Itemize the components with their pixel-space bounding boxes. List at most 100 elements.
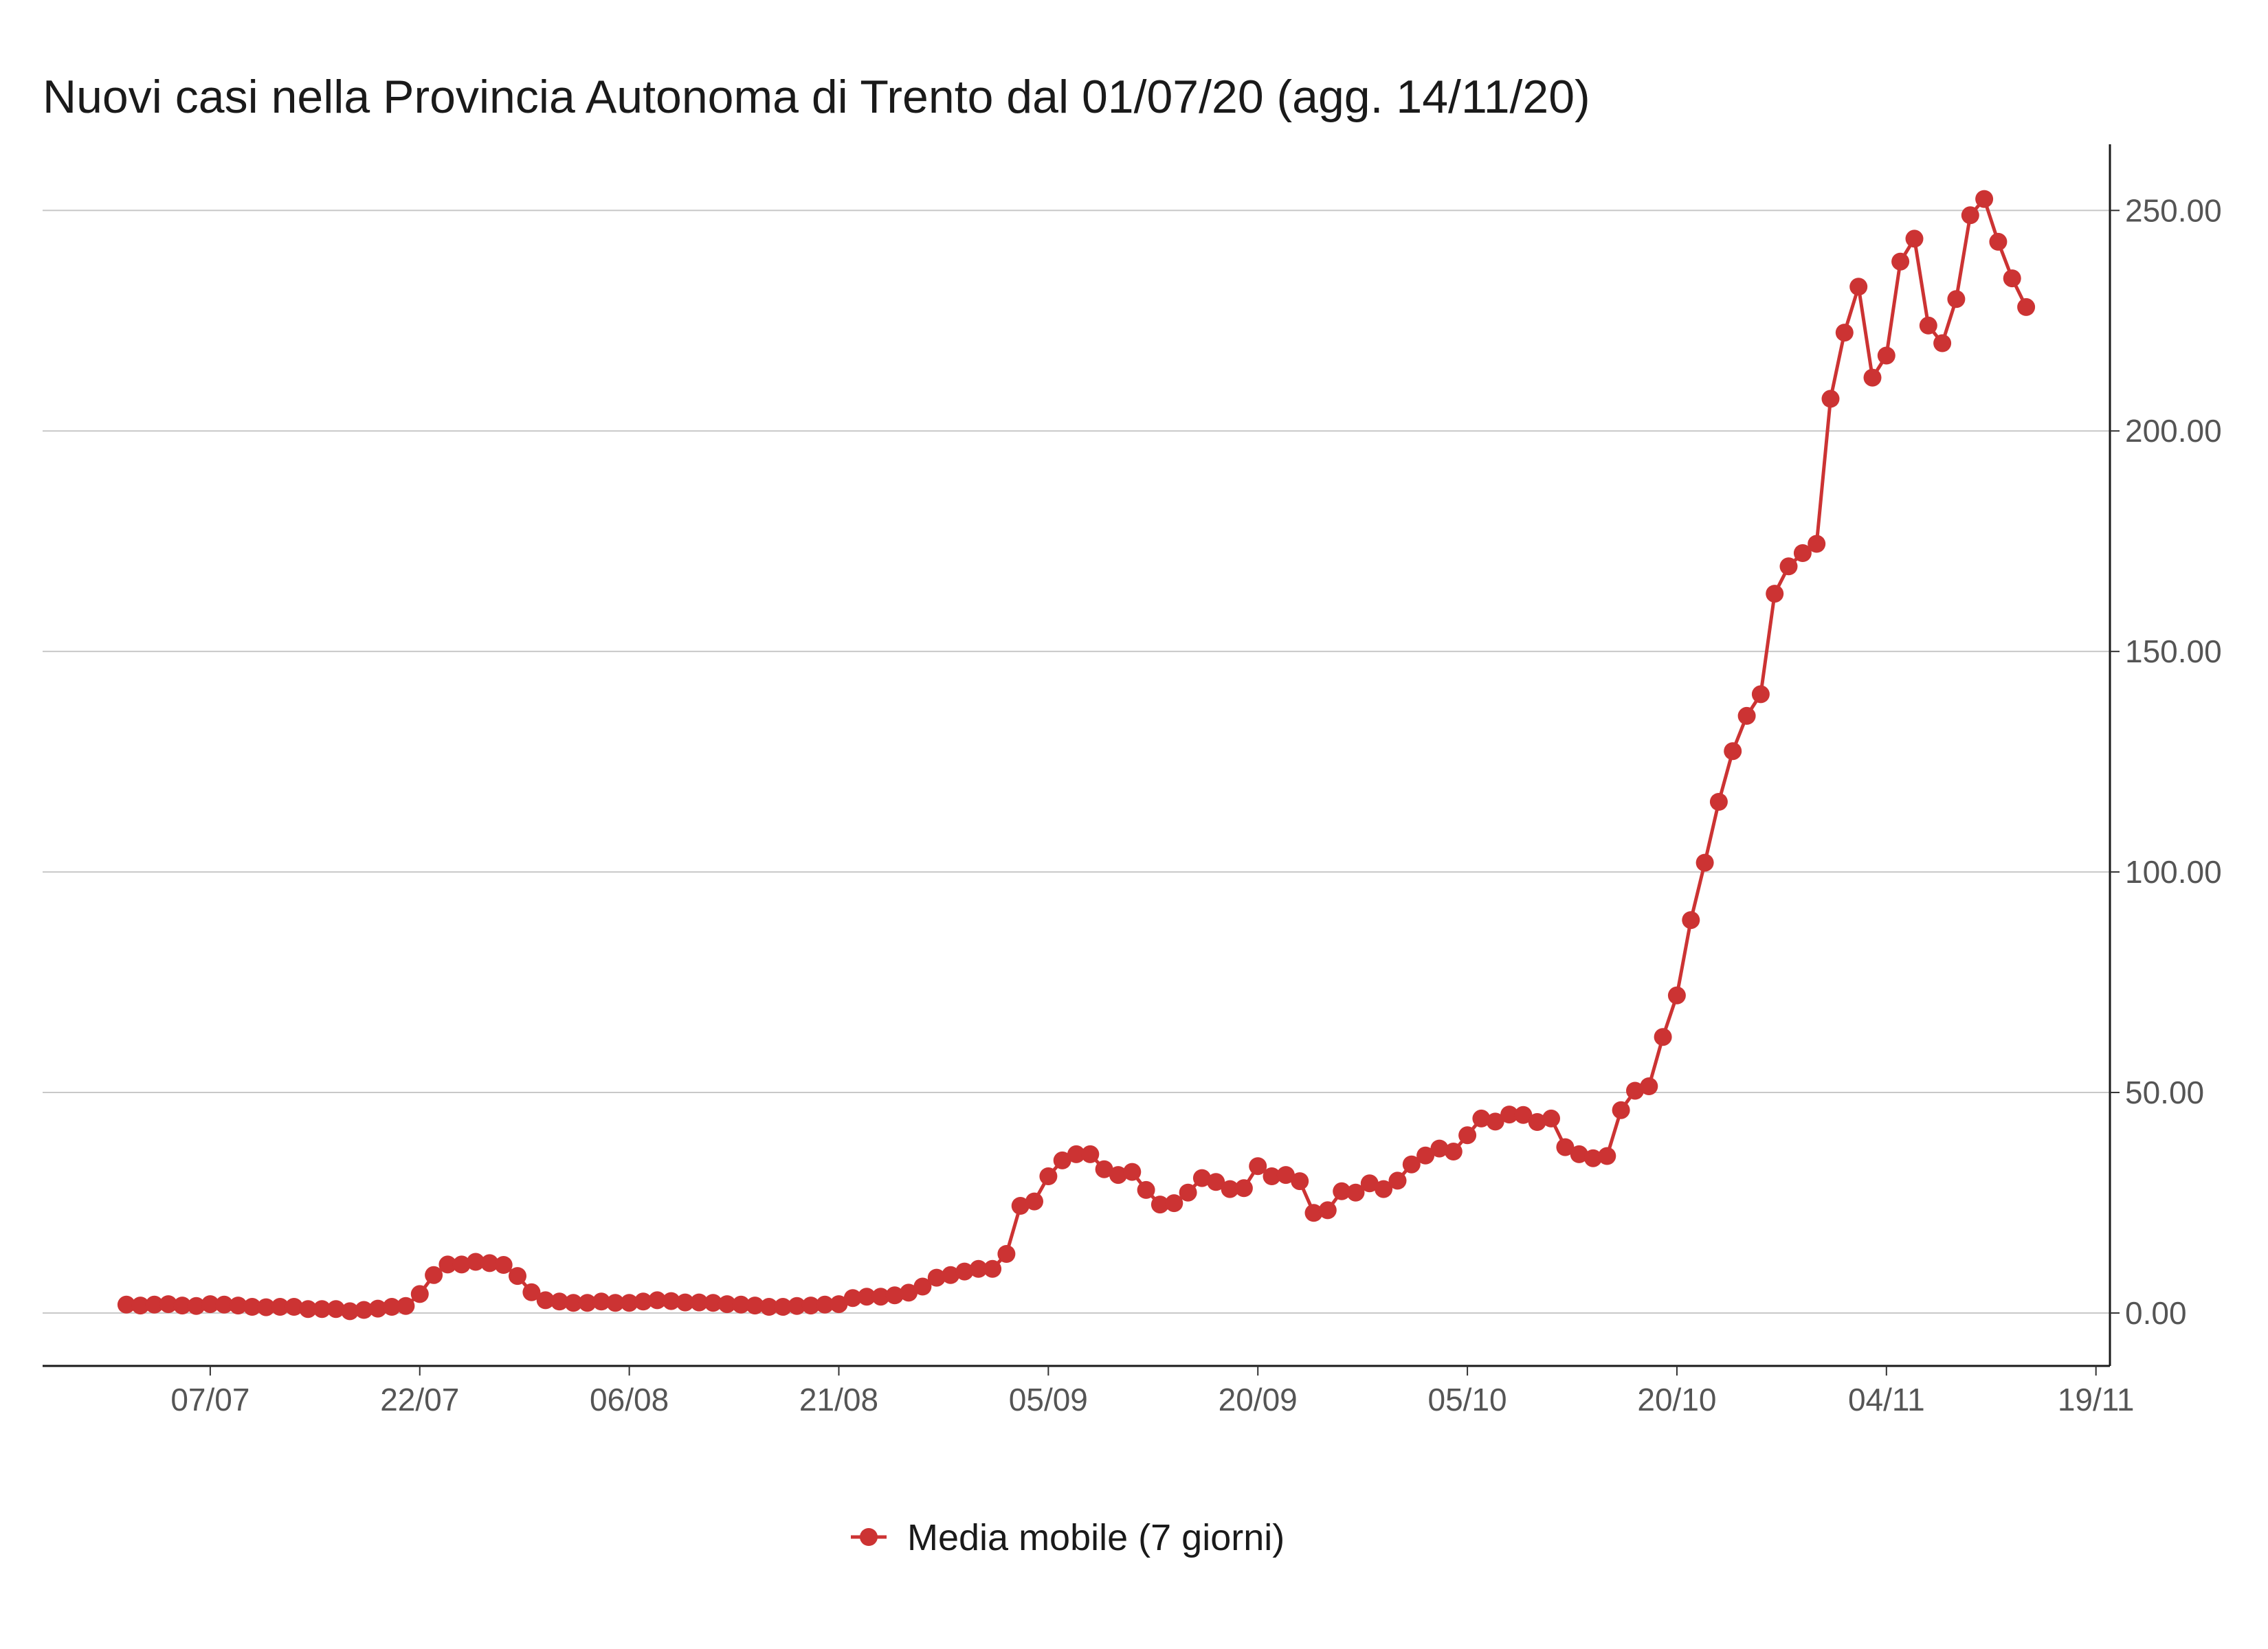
data-point (1067, 1145, 1085, 1163)
data-point (368, 1299, 387, 1318)
data-point (969, 1259, 988, 1278)
data-point (397, 1297, 415, 1315)
data-point (1234, 1179, 1253, 1198)
data-point (816, 1295, 834, 1314)
data-point (173, 1297, 192, 1315)
data-point (1486, 1112, 1504, 1131)
data-point (1682, 911, 1700, 930)
data-point (271, 1298, 289, 1316)
data-point (1528, 1113, 1546, 1131)
data-point (187, 1297, 205, 1315)
data-point (927, 1268, 946, 1287)
data-point (1039, 1167, 1058, 1185)
y-tick-label: 150.00 (2125, 633, 2222, 669)
data-point (522, 1283, 541, 1301)
data-point (1919, 316, 1937, 335)
data-point (1696, 853, 1714, 872)
data-point (1877, 346, 1895, 365)
y-tick-label: 200.00 (2125, 413, 2222, 449)
data-point (1165, 1194, 1183, 1213)
data-point (1333, 1182, 1351, 1200)
data-point (1304, 1204, 1323, 1222)
data-point (1221, 1180, 1239, 1198)
data-point (662, 1292, 680, 1310)
data-point (243, 1298, 261, 1316)
x-tick-label: 05/10 (1428, 1382, 1507, 1417)
data-point (774, 1298, 792, 1316)
x-tick-label: 07/07 (170, 1382, 249, 1417)
data-point (1905, 229, 1924, 248)
x-tick-label: 06/08 (590, 1382, 669, 1417)
data-point (355, 1301, 373, 1319)
data-point (634, 1292, 652, 1311)
data-point (913, 1277, 932, 1296)
x-tick-label: 04/11 (1848, 1382, 1925, 1417)
data-point (592, 1292, 610, 1311)
x-tick-label: 20/10 (1637, 1382, 1716, 1417)
legend-label: Media mobile (7 giorni) (907, 1517, 1285, 1558)
x-tick-label: 22/07 (380, 1382, 459, 1417)
data-point (1192, 1169, 1211, 1187)
data-point (494, 1256, 513, 1274)
data-point (452, 1255, 471, 1274)
data-point (1360, 1174, 1379, 1193)
data-point (1011, 1197, 1030, 1215)
data-point (900, 1283, 918, 1302)
data-point (885, 1286, 904, 1305)
legend: Media mobile (7 giorni) (851, 1517, 1285, 1558)
data-point (1709, 793, 1728, 811)
data-point (551, 1292, 568, 1311)
data-point (341, 1302, 359, 1321)
data-point (425, 1266, 443, 1284)
data-point (131, 1297, 150, 1315)
data-point (1472, 1109, 1491, 1128)
data-point (1975, 190, 1994, 208)
data-point (1346, 1183, 1365, 1202)
data-point (201, 1295, 219, 1314)
data-point (1612, 1101, 1630, 1119)
x-tick-label: 21/08 (799, 1382, 878, 1417)
data-point (1053, 1151, 1071, 1169)
y-tick-label: 0.00 (2125, 1295, 2187, 1331)
data-point (983, 1259, 1002, 1278)
data-point (1598, 1147, 1616, 1165)
data-point (1779, 557, 1798, 576)
data-point (1081, 1145, 1100, 1163)
data-point (1150, 1196, 1169, 1214)
data-point (1375, 1180, 1393, 1198)
data-point (955, 1262, 974, 1281)
data-point (801, 1297, 820, 1315)
data-point (257, 1298, 276, 1316)
data-point (1137, 1180, 1155, 1199)
data-point (1025, 1192, 1043, 1211)
data-point (1766, 585, 1784, 603)
data-point (159, 1295, 177, 1314)
data-point (1276, 1166, 1295, 1185)
data-point (1570, 1145, 1588, 1163)
data-point (564, 1294, 583, 1312)
data-point (759, 1298, 778, 1316)
data-point (1933, 334, 1952, 352)
data-point (1095, 1160, 1113, 1178)
chart-title: Nuovi casi nella Provincia Autonoma di T… (43, 71, 1590, 123)
legend-marker-swatch (860, 1528, 878, 1546)
data-point (942, 1266, 960, 1284)
x-axis-ticks: 07/07 22/07 06/08 21/08 05/09 20/09 05/10 20/10… (170, 1366, 2135, 1417)
axes (43, 144, 2111, 1367)
data-point (326, 1300, 345, 1319)
data-point (1584, 1149, 1602, 1167)
data-point (1458, 1126, 1477, 1145)
data-point (117, 1295, 135, 1314)
data-point (285, 1298, 303, 1316)
data-point (1263, 1167, 1281, 1185)
y-tick-label: 250.00 (2125, 192, 2222, 228)
data-point (1835, 324, 1854, 342)
data-point (145, 1295, 164, 1314)
data-point (480, 1254, 499, 1272)
x-tick-label: 19/11 (2058, 1382, 2135, 1417)
y-tick-label: 100.00 (2125, 854, 2222, 890)
data-point (1654, 1028, 1672, 1046)
data-point (1388, 1171, 1407, 1190)
data-point (788, 1297, 806, 1315)
